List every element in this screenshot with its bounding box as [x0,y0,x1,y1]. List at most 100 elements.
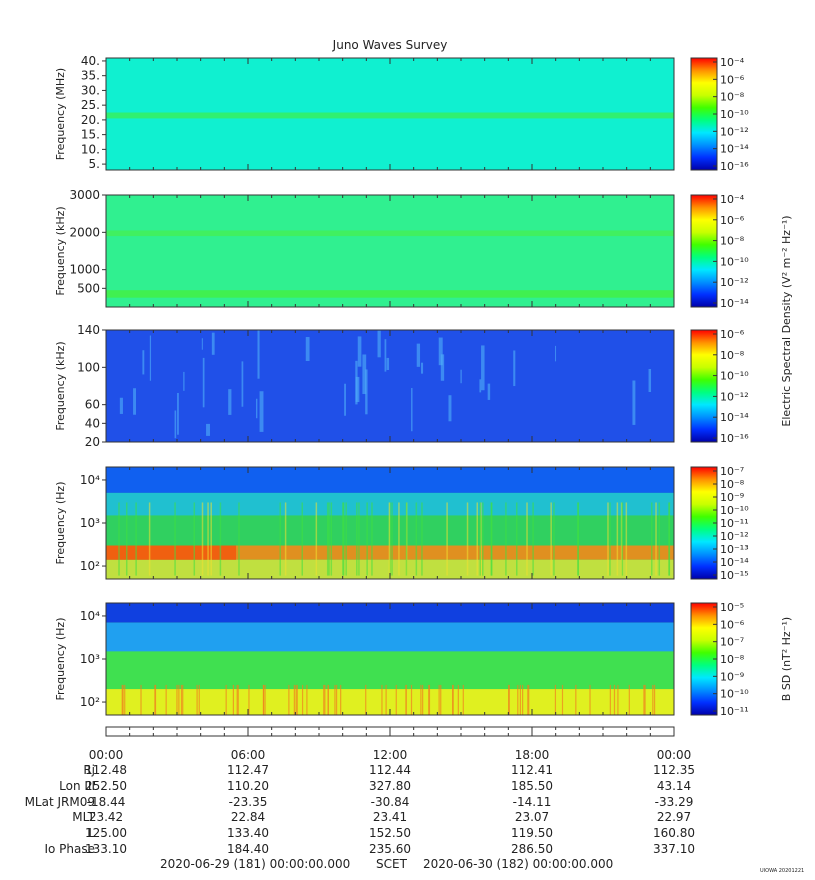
spectrogram-streak [643,684,645,715]
spectrogram-streak [457,684,459,715]
colorbar [690,602,718,716]
spectrogram-streak [183,371,185,391]
colorbar-tick-label: 10⁻¹² [720,390,749,403]
spectrogram-streak [366,502,368,576]
ephemeris-label: MLat JRM09 [24,795,95,809]
ephemeris-label: L [88,826,95,840]
spectrogram-streak [330,502,333,576]
spectrogram-streak [452,684,454,715]
time-tick-label: 00:00 [88,748,124,762]
spectrogram-streak [487,383,491,400]
spectrogram-streak [411,387,413,432]
colorbar-tick-label: 10⁻⁸ [720,653,745,666]
ephemeris-value: 286.50 [511,842,553,856]
y-tick-label: 20 [85,435,100,449]
spectrogram-streak [357,336,362,367]
colorbar [690,329,718,443]
spectrogram-streak [211,332,215,355]
spectrogram-streak [118,502,120,576]
spectrogram-streak [345,502,347,576]
y-tick-label: 25. [81,98,100,112]
spectrogram-streak [550,502,552,576]
panel-4: 10⁴ 10³ 10² Frequency (Hz) 10⁻⁷10⁻⁸10⁻⁹10⁻¹⁰… [54,465,749,582]
ephemeris-value: 112.44 [369,763,411,777]
spectrogram-streak [522,684,524,715]
colorbar-label: B SD (nT² Hz⁻¹) [780,617,793,701]
ephemeris-value: -30.84 [370,795,410,809]
ephemeris-value: 160.80 [653,826,695,840]
panel-1: 40.35.30.25.20.15.10.5. Frequency (MHz) 10… [54,54,749,173]
colorbar-tick-label: 10⁻¹² [720,276,749,289]
spectrogram-streak [655,502,657,576]
spectrogram-streak [650,502,653,576]
y-tick-label: 1000 [69,263,100,277]
ephemeris-value: -18.44 [86,795,126,809]
spectrogram-streak [326,502,329,576]
spectrogram-streak [207,502,209,576]
spectrogram-streak [386,357,390,371]
spectrogram-streak [508,684,510,715]
spectrogram-band [106,290,674,298]
spectrogram-background [106,195,674,307]
y-tick-label: 140 [77,323,100,337]
spectrogram-streak [177,392,179,435]
spectrogram-streak [617,684,619,715]
spectrogram-streak [295,684,297,715]
y-axis-label: Frequency (kHz) [54,341,67,430]
colorbar-tick-label: 10⁻¹³ [720,543,749,556]
ephemeris-value: 22.84 [230,810,266,824]
spectrogram-streak [385,684,387,715]
spectrogram-streak [232,684,234,715]
spectrogram-streak [257,330,260,379]
colorbar-tick-label: 10⁻⁸ [720,478,745,491]
y-axis-label: Frequency (MHz) [54,68,67,160]
spectrogram-streak [122,684,124,715]
colorbar-tick-label: 10⁻⁸ [720,91,745,104]
y-tick-label: 100 [77,360,100,374]
spectrogram-streak [154,684,156,715]
spectrogram-streak [391,502,393,576]
ephemeris-value: 125.00 [85,826,127,840]
spectrogram-streak [482,502,484,576]
spectrogram-streak [238,502,240,576]
spectrogram-streak [462,684,464,715]
spectrogram-streak [371,502,373,576]
ephemeris-value: 112.47 [227,763,269,777]
colorbar-tick-label: 10⁻¹¹ [720,705,749,718]
spectrogram-streak [658,502,661,576]
colorbar-tick-label: 10⁻⁶ [720,328,745,341]
spectrogram-streak [405,502,408,576]
time-tick-label: 00:00 [656,748,692,762]
spectrogram-streak [323,684,325,715]
colorbar-tick-label: 10⁻⁶ [720,618,745,631]
spectrogram-streak [668,502,671,576]
spectrogram-streak [356,502,358,576]
spectrogram-streak [355,376,360,403]
panel-5: 10⁴ 10³ 10² Frequency (Hz) 10⁻⁵ 10⁻⁶ 10⁻⁷ 10⁻⁸ 1… [54,601,793,718]
spectrogram-band [106,651,674,690]
spectrogram-streak [365,684,367,715]
spectrogram-streak [589,684,591,715]
ephemeris-row: L 125.00 133.40 152.50 119.50 160.80 [0,826,815,842]
spectrogram-streak [154,684,157,715]
spectrogram-streak [255,398,258,419]
spectrogram-streak [479,502,481,576]
spectrogram-streak [440,684,442,715]
spectrogram-streak [609,684,611,715]
colorbar-tick-label: 10⁻¹⁰ [720,504,749,517]
ephemeris-value: 22.97 [656,810,692,824]
spectrogram-streak [210,502,212,576]
ephemeris-row: Rj 112.48 112.47 112.44 112.41 112.35 [0,763,815,779]
spectrogram-streak [206,423,210,436]
spectrogram-background [106,330,674,442]
colorbar [690,466,718,580]
ephemeris-value: -33.29 [654,795,694,809]
spectrogram-streak [315,502,318,576]
ephemeris-value: 23.07 [514,810,550,824]
ephemeris-value: 112.41 [511,763,553,777]
y-tick-label: 15. [81,128,100,142]
spectrogram-streak [460,369,462,384]
spectrogram-streak [301,684,304,715]
ephemeris-value: 133.40 [227,826,269,840]
